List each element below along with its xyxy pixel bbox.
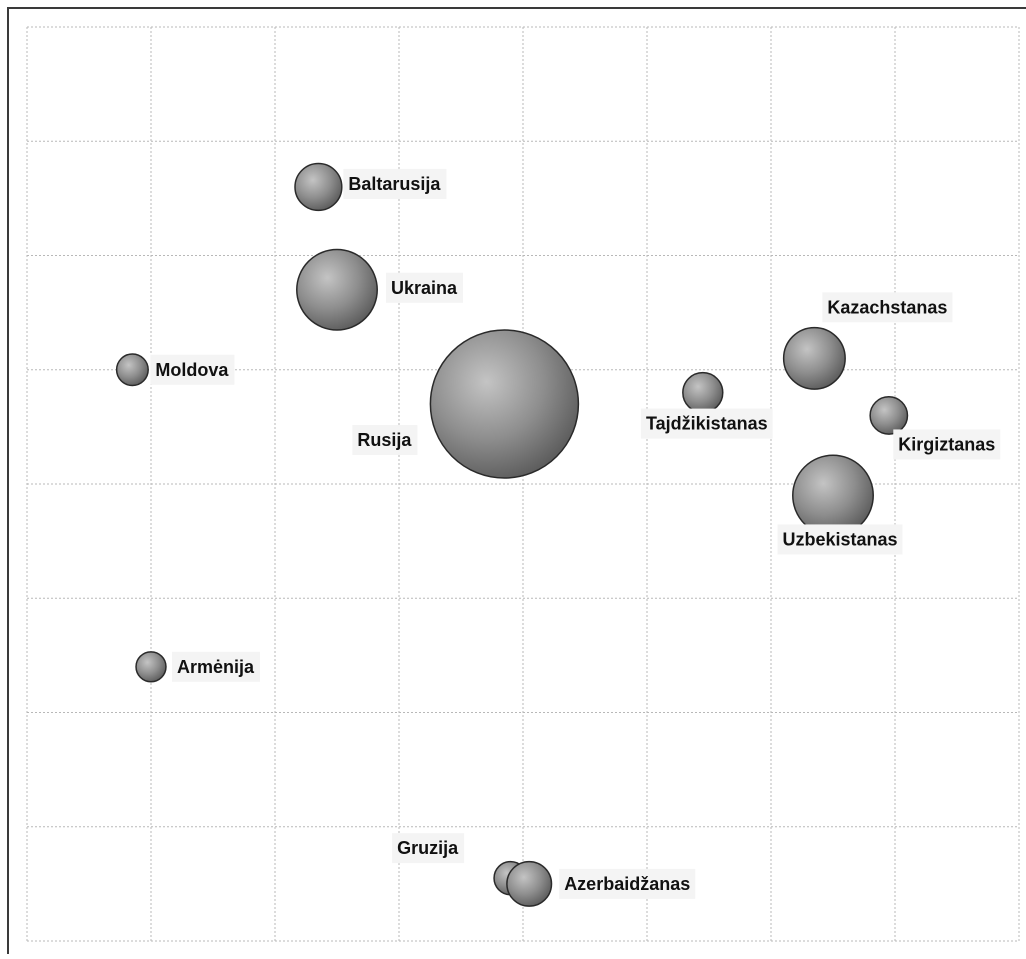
bubble-series: [115, 162, 909, 907]
bubble-label-kazachstanas: Kazachstanas: [827, 297, 947, 317]
bubble-label-bg: [392, 833, 465, 864]
bubble-moldova: [115, 353, 149, 387]
bubble-rusija: [429, 329, 580, 479]
bubble-label-gruzija: Gruzija: [397, 838, 459, 858]
bubble-label-moldova: Moldova: [155, 360, 229, 380]
bubble-label-armenija: Armėnija: [177, 657, 255, 677]
bubble-label-bg: [352, 425, 418, 456]
bubble-label-uzbekistanas: Uzbekistanas: [782, 529, 897, 549]
bubble-ukraina: [296, 248, 378, 331]
bubble-label-bg: [386, 272, 464, 303]
bubble-label-bg: [822, 292, 953, 323]
plot-border: [7, 7, 1026, 959]
bubble-label-tajdzikistanas: Tajdžikistanas: [646, 414, 768, 434]
bubble-label-bg: [150, 354, 235, 385]
bubble-baltarusija: [294, 162, 343, 212]
bubble-kazachstanas: [782, 326, 846, 390]
bubble-label-bg: [893, 429, 1001, 460]
bubble-label-bg: [640, 408, 773, 439]
bubble-label-azerbaidzanas: Azerbaidžanas: [564, 874, 690, 894]
bubble-label-bg: [172, 651, 261, 682]
bubble-azerbaidzanas: [506, 860, 553, 907]
bubble-label-bg: [343, 168, 447, 199]
bubble-label-kirgiztanas: Kirgiztanas: [898, 434, 995, 454]
bubble-labels: Baltarusija Ukraina Moldova Rusija Tajdžikis…: [150, 168, 1001, 899]
bubble-kirgiztanas: [869, 396, 909, 435]
bubble-armenija: [135, 651, 167, 683]
bubble-label-rusija: Rusija: [357, 430, 412, 450]
bubble-tajdzikistanas: [682, 371, 724, 414]
bubble-uzbekistanas: [792, 454, 874, 537]
bubble-label-baltarusija: Baltarusija: [348, 174, 441, 194]
bubble-label-ukraina: Ukraina: [391, 278, 458, 298]
bubble-label-bg: [777, 524, 903, 555]
bubble-label-bg: [559, 868, 696, 899]
